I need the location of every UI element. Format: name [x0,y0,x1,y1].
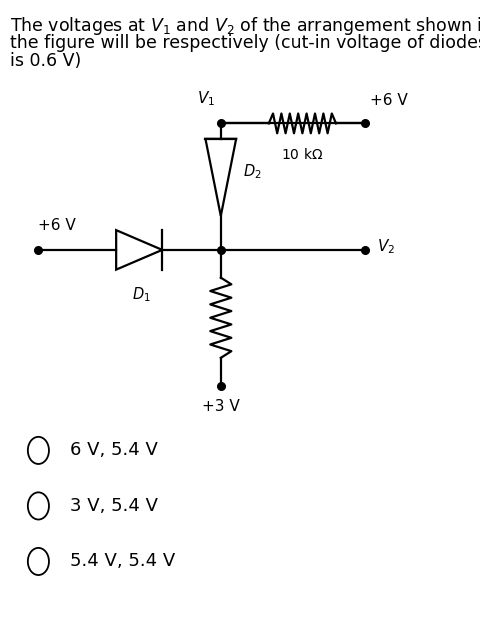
Text: $D_2$: $D_2$ [243,162,262,181]
Text: +3 V: +3 V [202,399,240,414]
Text: the figure will be respectively (cut-in voltage of diodes: the figure will be respectively (cut-in … [10,34,480,52]
Text: +6 V: +6 V [370,93,408,108]
Text: $V_1$: $V_1$ [197,89,216,108]
Text: 10 k$\Omega$: 10 k$\Omega$ [281,147,324,162]
Text: 6 V, 5.4 V: 6 V, 5.4 V [70,441,157,460]
Text: $D_1$: $D_1$ [132,285,151,304]
Text: is 0.6 V): is 0.6 V) [10,52,81,70]
Text: 5.4 V, 5.4 V: 5.4 V, 5.4 V [70,552,175,571]
Text: The voltages at $V_1$ and $V_2$ of the arrangement shown in: The voltages at $V_1$ and $V_2$ of the a… [10,15,480,38]
Text: 3 V, 5.4 V: 3 V, 5.4 V [70,497,157,515]
Text: +6 V: +6 V [38,218,76,233]
Text: $V_2$: $V_2$ [377,238,395,256]
